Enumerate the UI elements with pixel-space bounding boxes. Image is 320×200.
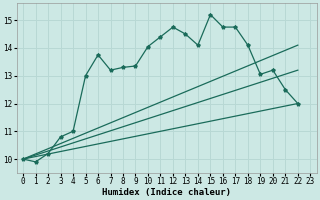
X-axis label: Humidex (Indice chaleur): Humidex (Indice chaleur) [102,188,231,197]
